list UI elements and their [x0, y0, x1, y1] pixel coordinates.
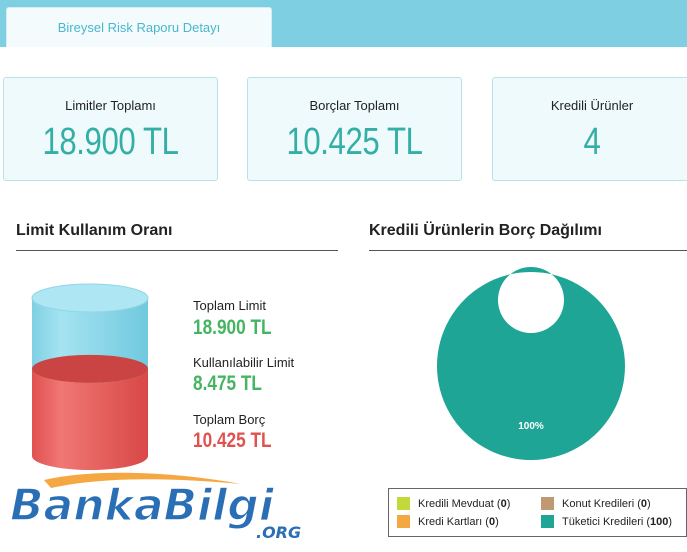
legend-item-tuketici-kredileri[interactable]: Tüketici Kredileri (100)	[541, 515, 672, 528]
legend-label: Tüketici Kredileri	[562, 515, 644, 528]
legend-item-kredi-kartlari[interactable]: Kredi Kartları (0)	[397, 515, 499, 528]
legend-swatch	[397, 497, 410, 510]
legend-swatch	[397, 515, 410, 528]
top-tab-bar: Bireysel Risk Raporu Detayı	[0, 0, 687, 47]
donut-slice-t-ketici-kredileri[interactable]	[436, 267, 625, 460]
debts-total-label: Borçlar Toplamı	[309, 98, 400, 113]
legend-item-konut-kredileri[interactable]: Konut Kredileri (0)	[541, 497, 651, 510]
debt-distribution-title: Kredili Ürünlerin Borç Dağılımı	[369, 222, 602, 239]
debt-distribution-donut-chart: 100%	[436, 267, 625, 460]
legend-label: Kredili Mevduat	[418, 497, 494, 510]
credit-products-label: Kredili Ürünler	[550, 98, 634, 113]
limit-usage-title: Limit Kullanım Oranı	[16, 222, 173, 239]
debt-distribution-divider	[369, 250, 687, 251]
legend-count: 100	[650, 515, 669, 528]
available-limit-value: 8.475 TL	[193, 372, 262, 395]
tab-risk-report-detail[interactable]: Bireysel Risk Raporu Detayı	[6, 7, 272, 47]
legend-swatch	[541, 497, 554, 510]
total-limit-label: Toplam Limit	[193, 298, 266, 313]
debts-total-value: 10.425 TL	[286, 121, 423, 163]
debt-distribution-legend: Kredili Mevduat (0) Konut Kredileri (0) …	[388, 488, 687, 537]
debts-total-card: Borçlar Toplamı 10.425 TL	[247, 77, 462, 181]
cylinder-top-cap	[31, 283, 149, 313]
legend-label: Kredi Kartları	[418, 515, 483, 528]
total-debt-label: Toplam Borç	[193, 412, 266, 427]
credit-products-value: 4	[583, 121, 601, 163]
logo-sub-text: .ORG	[256, 523, 301, 542]
total-limit-value: 18.900 TL	[193, 316, 272, 339]
limit-usage-divider	[16, 250, 338, 251]
legend-item-kredili-mevduat[interactable]: Kredili Mevduat (0)	[397, 497, 510, 510]
legend-count: 0	[640, 497, 648, 510]
limits-total-value: 18.900 TL	[42, 121, 179, 163]
legend-count: 0	[488, 515, 496, 528]
available-limit-label: Kullanılabilir Limit	[193, 355, 295, 370]
legend-label: Konut Kredileri	[562, 497, 635, 510]
limits-total-card: Limitler Toplamı 18.900 TL	[3, 77, 218, 181]
logo-main-text: BankaBilgi	[10, 480, 275, 531]
bankabilgi-logo: BankaBilgi .ORG	[9, 472, 301, 542]
limit-cylinder-gauge	[31, 283, 149, 470]
total-debt-value: 10.425 TL	[193, 429, 272, 452]
logo-swoosh	[44, 472, 241, 488]
legend-swatch	[541, 515, 554, 528]
slice-percent-label: 100%	[518, 421, 544, 432]
legend-count: 0	[500, 497, 507, 510]
cylinder-fill-surface	[32, 354, 148, 383]
limits-total-label: Limitler Toplamı	[65, 98, 156, 113]
cylinder-debt-body	[32, 368, 148, 470]
credit-products-card: Kredili Ürünler 4	[492, 77, 687, 181]
